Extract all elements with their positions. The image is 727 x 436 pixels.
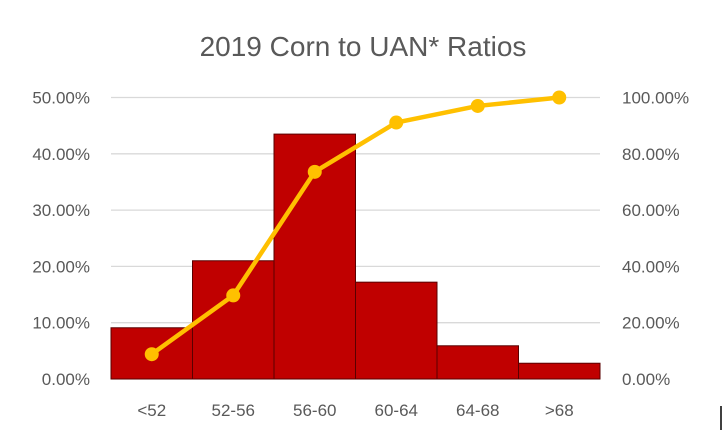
x-tick-label: 60-64 bbox=[375, 401, 418, 420]
y-right-tick-label: 0.00% bbox=[622, 370, 670, 389]
cumulative-point bbox=[307, 164, 322, 179]
y-left-tick-label: 40.00% bbox=[32, 145, 90, 164]
y-right-tick-label: 80.00% bbox=[622, 145, 680, 164]
y-left-tick-label: 20.00% bbox=[32, 257, 90, 276]
x-tick-label: >68 bbox=[545, 401, 574, 420]
cumulative-point bbox=[226, 288, 241, 303]
y-right-tick-label: 60.00% bbox=[622, 201, 680, 220]
histogram-bar bbox=[355, 281, 438, 380]
x-tick-label: 52-56 bbox=[212, 401, 255, 420]
y-right-tick-label: 20.00% bbox=[622, 314, 680, 333]
histogram-bar bbox=[436, 345, 519, 380]
y-left-tick-label: 30.00% bbox=[32, 201, 90, 220]
cumulative-point bbox=[552, 90, 567, 105]
y-left-tick-label: 50.00% bbox=[32, 89, 90, 108]
cumulative-point bbox=[144, 347, 159, 362]
y-right-tick-label: 40.00% bbox=[622, 257, 680, 276]
cumulative-line bbox=[150, 95, 560, 357]
y-left-tick-label: 0.00% bbox=[42, 370, 90, 389]
chart-title: 2019 Corn to UAN* Ratios bbox=[200, 31, 527, 62]
histogram-bar bbox=[192, 260, 275, 380]
x-tick-label: 56-60 bbox=[293, 401, 336, 420]
x-tick-label: 64-68 bbox=[456, 401, 499, 420]
y-left-tick-label: 10.00% bbox=[32, 314, 90, 333]
y-right-tick-label: 100.00% bbox=[622, 89, 689, 108]
cumulative-point bbox=[470, 98, 485, 113]
cumulative-point bbox=[389, 115, 404, 130]
histogram-bar bbox=[518, 362, 601, 380]
x-tick-label: <52 bbox=[137, 401, 166, 420]
